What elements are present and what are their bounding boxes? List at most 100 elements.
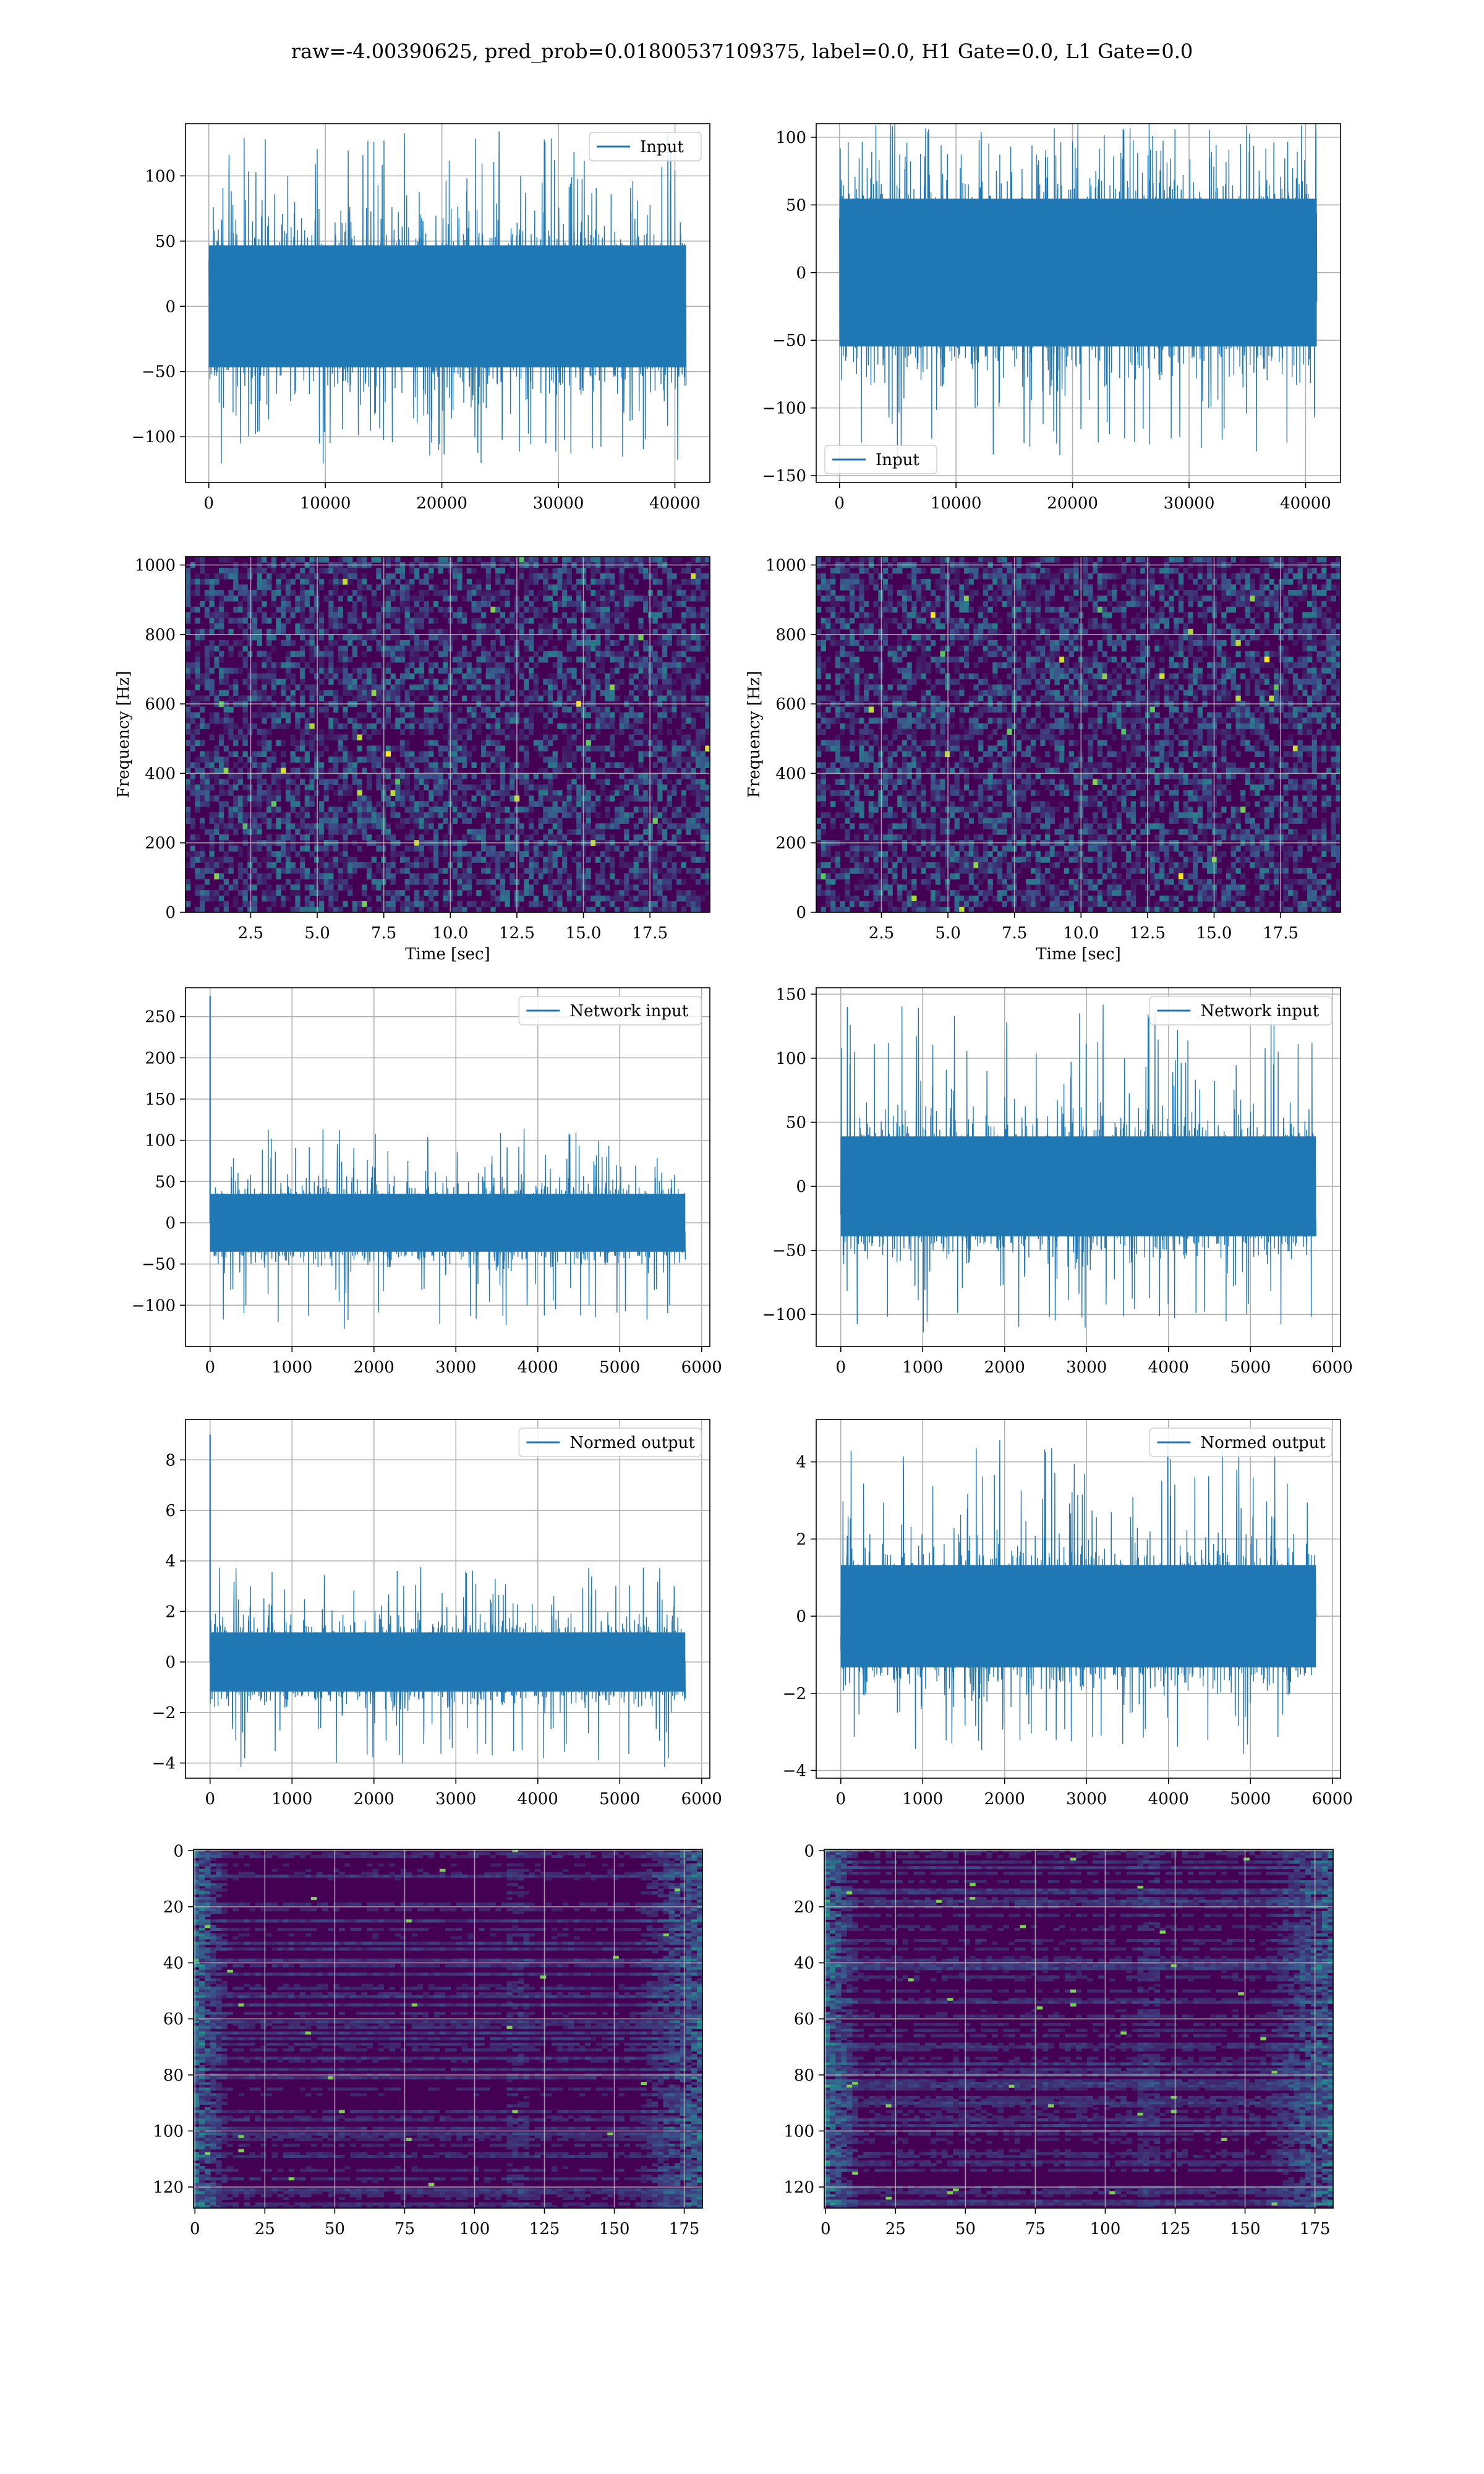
heatmap-cell	[854, 628, 859, 635]
heatmap-cell	[667, 640, 672, 646]
heatmap-cell	[204, 573, 210, 580]
heatmap-cell	[318, 751, 325, 758]
heatmap-cell	[300, 868, 305, 874]
heatmap-cell	[624, 645, 629, 652]
heatmap-cell	[557, 873, 563, 880]
heatmap-cell	[882, 606, 889, 613]
heatmap-cell	[462, 617, 467, 624]
heatmap-cell	[529, 589, 534, 596]
heatmap-cell	[529, 868, 534, 874]
heatmap-cell	[700, 712, 706, 719]
heatmap-cell	[605, 845, 610, 852]
heatmap-cell	[495, 751, 501, 758]
heatmap-cell	[1102, 584, 1107, 591]
heatmap-cell	[576, 857, 582, 863]
heatmap-cell	[547, 684, 553, 691]
heatmap-cell	[619, 818, 625, 824]
heatmap-cell	[552, 762, 558, 768]
heatmap-cell	[662, 807, 668, 813]
heatmap-cell	[1164, 573, 1170, 580]
heatmap-cell	[500, 857, 506, 863]
heatmap-cell	[600, 706, 605, 713]
heatmap-cell	[614, 662, 620, 669]
heatmap-cell	[610, 673, 615, 680]
heatmap-cell	[543, 595, 548, 602]
heatmap-cell	[267, 862, 272, 868]
heatmap-cell	[562, 578, 568, 585]
heatmap-cell	[628, 634, 634, 641]
heatmap-cell	[462, 751, 467, 758]
heatmap-cell	[1326, 584, 1332, 591]
heatmap-cell	[485, 862, 491, 868]
heatmap-cell	[566, 812, 572, 818]
heatmap-cell	[657, 879, 663, 885]
heatmap-cell	[633, 645, 639, 652]
heatmap-cell	[538, 628, 544, 635]
heatmap-cell	[505, 717, 510, 724]
heatmap-cell	[557, 628, 563, 635]
heatmap-cell	[945, 601, 950, 607]
heatmap-cell	[681, 706, 686, 713]
heatmap-cell	[318, 651, 325, 657]
heatmap-cell	[348, 784, 353, 790]
heatmap-cell	[1188, 573, 1193, 580]
heatmap-cell	[399, 568, 406, 574]
heatmap-cell	[376, 818, 382, 824]
heatmap-cell	[214, 857, 220, 863]
heatmap-cell	[219, 784, 224, 790]
heatmap-cell	[547, 673, 553, 680]
heatmap-cell	[1049, 584, 1055, 591]
heatmap-cell	[566, 873, 572, 880]
heatmap-cell	[821, 617, 826, 624]
heatmap-cell	[959, 617, 965, 624]
heatmap-cell	[921, 601, 926, 607]
heatmap-cell	[533, 684, 539, 691]
heatmap-cell	[1326, 595, 1332, 602]
heatmap-cell	[638, 890, 644, 896]
heatmap-cell	[333, 706, 339, 713]
heatmap-cell	[954, 601, 960, 607]
heatmap-cell	[271, 690, 277, 696]
heatmap-cell	[1336, 573, 1341, 580]
heatmap-cell	[318, 667, 325, 674]
heatmap-cell	[676, 662, 682, 669]
heatmap-cell	[357, 578, 362, 585]
heatmap-cell	[233, 667, 239, 674]
heatmap-cell	[672, 762, 677, 768]
heatmap-cell	[257, 790, 262, 796]
heatmap-cell	[519, 612, 524, 618]
heatmap-cell	[390, 651, 396, 657]
heatmap-cell	[505, 845, 510, 852]
heatmap-cell	[404, 601, 410, 607]
heatmap-cell	[586, 667, 591, 674]
heatmap-cell	[1035, 595, 1041, 602]
heatmap-cell	[1016, 557, 1022, 563]
heatmap-cell	[657, 557, 663, 563]
heatmap-cell	[195, 667, 200, 674]
y-tick-label: 600	[145, 695, 176, 714]
heatmap-cell	[309, 706, 315, 713]
heatmap-cell	[376, 662, 382, 669]
heatmap-cell	[628, 640, 634, 646]
heatmap-cell	[395, 812, 401, 818]
heatmap-cell	[195, 834, 200, 841]
heatmap-cell	[404, 862, 410, 868]
heatmap-cell	[371, 673, 377, 680]
heatmap-cell	[252, 723, 258, 730]
heatmap-cell	[543, 690, 548, 696]
heatmap-cell	[638, 857, 644, 863]
heatmap-cell	[552, 678, 558, 685]
heatmap-cell	[1331, 623, 1336, 630]
heatmap-cell	[371, 823, 377, 829]
heatmap-cell	[262, 879, 267, 885]
heatmap-cell	[323, 784, 329, 790]
heatmap-cell	[495, 884, 501, 891]
heatmap-cell	[1269, 595, 1274, 602]
heatmap-cell	[552, 589, 558, 596]
heatmap-cell	[1169, 595, 1174, 602]
heatmap-cell	[485, 751, 491, 758]
heatmap-cell	[362, 690, 367, 696]
heatmap-cell	[429, 729, 434, 735]
heatmap-cell	[219, 740, 224, 747]
heatmap-cell	[529, 862, 534, 868]
